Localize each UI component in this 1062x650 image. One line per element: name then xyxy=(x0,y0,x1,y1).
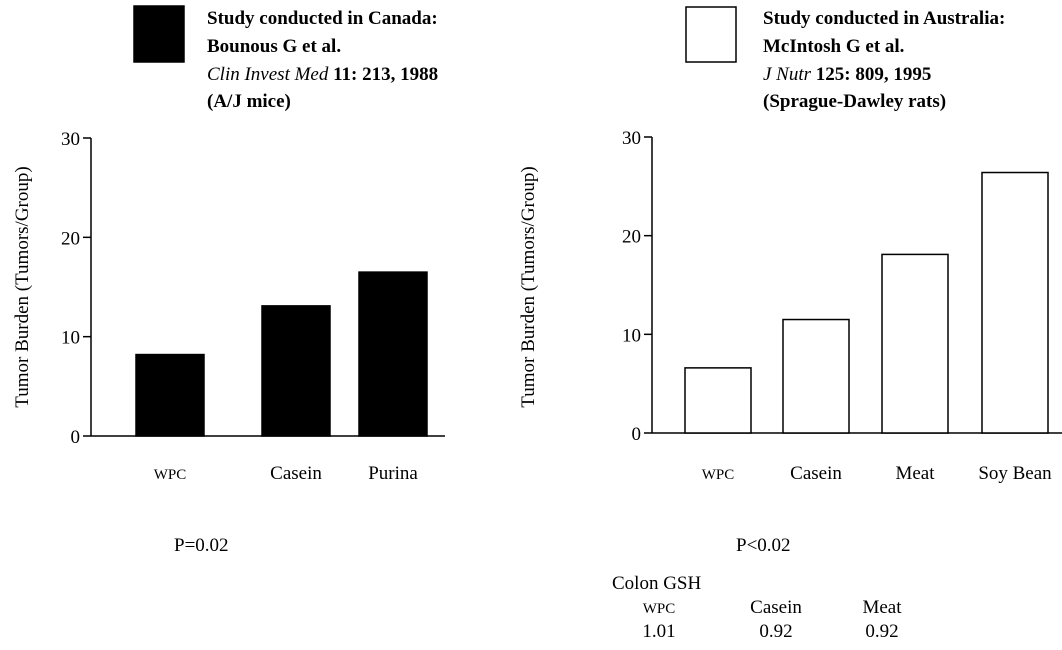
right-category-label: Casein xyxy=(790,463,842,484)
right-legend-authors: McIntosh G et al. xyxy=(763,36,904,57)
left-legend-title: Study conducted in Canada: xyxy=(207,8,438,29)
colon-gsh-table: Colon GSH WPC Casein Meat 1.01 0.92 0.92 xyxy=(612,573,902,642)
left-bar-wpc xyxy=(135,353,205,437)
right-y-tick-label: 30 xyxy=(622,128,641,149)
colon-gsh-header-wpc: WPC xyxy=(643,601,676,617)
colon-gsh-header-casein: Casein xyxy=(750,597,802,618)
left-ylabel: Tumor Burden (Tumors/Group) xyxy=(12,166,33,407)
right-bar-wpc xyxy=(684,367,752,434)
right-legend-title: Study conducted in Australia: xyxy=(763,8,1005,29)
left-legend-subject: (A/J mice) xyxy=(207,91,291,112)
right-bar-casein xyxy=(782,318,850,434)
colon-gsh-header-meat: Meat xyxy=(862,597,902,618)
left-category-label: Purina xyxy=(368,463,418,484)
left-y-tick-label: 0 xyxy=(71,427,81,448)
right-category-label: Soy Bean xyxy=(978,463,1052,484)
right-category-label: Meat xyxy=(895,463,935,484)
right-ylabel: Tumor Burden (Tumors/Group) xyxy=(518,166,539,407)
right-legend-subject: (Sprague-Dawley rats) xyxy=(763,91,946,112)
right-legend-journal-rest: 125: 809, 1995 xyxy=(816,64,932,85)
left-y-tick-label: 30 xyxy=(61,129,80,150)
right-bar-meat xyxy=(881,253,949,434)
left-y-ticks: 0 10 20 30 xyxy=(61,129,91,448)
left-y-tick-label: 20 xyxy=(61,228,80,249)
left-legend-citation: Clin Invest Med 11: 213, 1988 xyxy=(207,64,438,85)
colon-gsh-value-meat: 0.92 xyxy=(865,621,898,642)
left-category-label: Casein xyxy=(270,463,322,484)
right-legend-citation: J Nutr 125: 809, 1995 xyxy=(763,64,931,85)
left-bars xyxy=(135,271,428,437)
right-bars xyxy=(684,171,1049,434)
right-y-tick-label: 20 xyxy=(622,227,641,248)
right-categories: WPC Casein Meat Soy Bean xyxy=(702,463,1052,484)
right-y-tick-label: 0 xyxy=(632,424,642,445)
right-y-tick-label: 10 xyxy=(622,325,641,346)
colon-gsh-title: Colon GSH xyxy=(612,573,701,594)
left-chart: Study conducted in Canada: Bounous G et … xyxy=(12,5,445,556)
left-categories: WPC Casein Purina xyxy=(154,463,419,484)
left-pvalue: P=0.02 xyxy=(174,535,229,556)
left-legend-authors: Bounous G et al. xyxy=(207,36,341,57)
left-legend-journal-rest: 11: 213, 1988 xyxy=(333,64,438,85)
right-pvalue: P<0.02 xyxy=(736,535,791,556)
left-bar-casein xyxy=(261,305,331,437)
right-category-label: WPC xyxy=(702,467,735,483)
right-legend-journal: J Nutr xyxy=(763,64,812,85)
right-bar-soy-bean xyxy=(981,171,1049,434)
colon-gsh-value-casein: 0.92 xyxy=(759,621,792,642)
right-y-ticks: 0 10 20 30 xyxy=(622,128,652,445)
right-legend-swatch xyxy=(685,6,737,63)
left-y-tick-label: 10 xyxy=(61,328,80,349)
colon-gsh-value-wpc: 1.01 xyxy=(642,621,675,642)
left-legend-journal: Clin Invest Med xyxy=(207,64,329,85)
left-category-label: WPC xyxy=(154,467,187,483)
left-legend-swatch xyxy=(133,5,185,63)
left-bar-purina xyxy=(358,271,428,437)
right-chart: Study conducted in Australia: McIntosh G… xyxy=(518,6,1062,556)
